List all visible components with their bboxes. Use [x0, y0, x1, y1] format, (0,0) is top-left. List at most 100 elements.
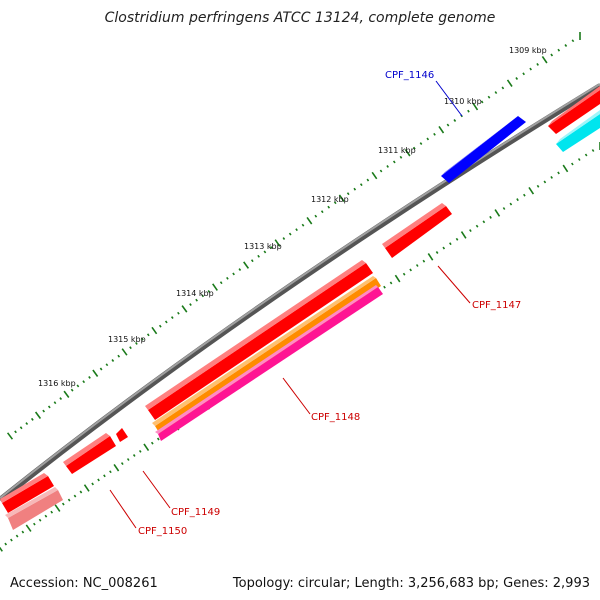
scale-labels: 1309 kbp 1310 kbp 1311 kbp 1312 kbp 1313…: [38, 46, 547, 388]
inner-ring-tick: [103, 474, 106, 478]
gene-right-top-feature[interactable]: [548, 86, 600, 134]
outer-ring-tick: [76, 384, 80, 388]
outer-ring-tick: [359, 183, 363, 187]
outer-ring-tick: [412, 146, 416, 150]
outer-ring-tick: [30, 417, 34, 421]
outer-ring-tick: [243, 261, 250, 269]
outer-ring-tick: [399, 155, 403, 159]
outer-ring-tick: [282, 237, 286, 240]
outer-ring-tick: [219, 281, 223, 285]
inner-ring-tick: [523, 193, 526, 197]
inner-ring-tick: [25, 524, 32, 532]
scale-label-1316: 1316 kbp: [38, 379, 76, 388]
gene-cpf-1146-feature[interactable]: [441, 113, 526, 183]
gene-cpf-1150-feature[interactable]: [0, 473, 54, 513]
inner-ring-tick: [61, 502, 65, 506]
outer-ring-tick: [88, 376, 91, 379]
gene-cpf-1148-feature[interactable]: [145, 260, 373, 420]
inner-ring-tick: [494, 209, 501, 217]
inner-ring-tick: [571, 162, 574, 166]
inner-ring-tick: [389, 281, 393, 285]
inner-ring-tick: [469, 229, 472, 233]
outer-ring-tick: [426, 137, 430, 141]
gene-cpf-1148-magenta-feature[interactable]: [155, 285, 383, 441]
outer-ring-tick: [63, 390, 70, 398]
inner-ring-tick: [79, 490, 83, 494]
outer-ring-tick: [536, 62, 539, 66]
gene-label-cpf-1146[interactable]: CPF_1146: [385, 70, 434, 81]
inner-ring-tick: [109, 470, 112, 474]
inner-ring-tick: [427, 253, 434, 261]
inner-ring-tick: [415, 264, 419, 267]
outer-ring-tick: [366, 178, 370, 182]
gene-label-cpf-1148[interactable]: CPF_1148: [311, 412, 360, 423]
outer-ring-tick: [269, 246, 273, 249]
gene-label-cpf-1147[interactable]: CPF_1147: [472, 300, 521, 311]
outer-ring-tick: [42, 409, 46, 413]
inner-ring-tick: [502, 207, 506, 210]
inner-ring-tick: [422, 259, 426, 263]
gene-cpf-1149-small-feature[interactable]: [116, 428, 128, 442]
gene-cpf-1149-feature[interactable]: [63, 433, 116, 474]
inner-ring-tick: [21, 530, 25, 534]
outer-ring-tick: [177, 311, 180, 315]
outer-ring-tick: [263, 250, 267, 254]
inner-ring-tick: [543, 180, 547, 184]
gene-label-cpf-1149[interactable]: CPF_1149: [171, 507, 220, 518]
inner-ring-tick: [489, 215, 492, 219]
inner-ring-tick: [44, 514, 48, 518]
outer-ring-tick: [53, 401, 57, 405]
gene-cpf-1147-feature[interactable]: [382, 203, 452, 258]
outer-ring-tick: [550, 53, 554, 57]
outer-ring-tick: [379, 169, 383, 173]
inner-ring-tick: [83, 484, 90, 492]
inner-ring-tick: [67, 498, 71, 502]
gene-right-cyan-feature[interactable]: [556, 110, 600, 152]
gene-cpf-1150-pink-feature[interactable]: [5, 487, 63, 530]
inner-ring-tick: [482, 220, 486, 224]
outer-ring-tick: [314, 214, 318, 218]
outer-ring-tick: [129, 346, 132, 350]
inner-ring-tick: [460, 231, 467, 239]
outer-ring-tick: [494, 91, 498, 95]
outer-ring-tick: [419, 142, 423, 145]
inner-ring-tick: [591, 149, 595, 152]
outer-ring-tick: [346, 192, 350, 196]
inner-ring-tick: [557, 171, 560, 175]
outer-ring-tick: [433, 132, 436, 136]
outer-ring-tick: [257, 254, 260, 258]
outer-ring-tick: [501, 86, 505, 90]
inner-ring-tick: [442, 246, 446, 250]
scale-label-1310: 1310 kbp: [444, 97, 482, 106]
inner-ring-tick: [402, 272, 406, 276]
outer-ring-tick: [274, 239, 281, 247]
outer-ring-tick: [306, 216, 313, 225]
outer-ring-tick: [338, 194, 345, 202]
inner-ring-tick: [435, 251, 439, 254]
inner-ring-tick: [15, 534, 19, 538]
outer-ring-tick: [121, 348, 128, 356]
inner-ring-tick: [73, 494, 77, 498]
map-title: Clostridium perfringens ATCC 13124, comp…: [105, 10, 496, 26]
inner-ring-tick: [449, 242, 452, 246]
inner-ring-tick: [113, 463, 120, 472]
topology-text: Topology: circular; Length: 3,256,683 bp…: [232, 576, 590, 591]
outer-ring-tick: [238, 268, 242, 271]
outer-ring-tick: [140, 337, 144, 341]
inner-ring-tick: [33, 522, 36, 526]
inner-ring-tick: [132, 454, 136, 457]
inner-ring-tick: [455, 237, 459, 241]
inner-ring-tick: [150, 441, 154, 445]
outer-ring-tick: [189, 303, 192, 306]
outer-ring-tick: [438, 125, 445, 134]
outer-ring-tick: [250, 259, 254, 263]
scale-label-1309: 1309 kbp: [509, 46, 547, 55]
outer-ring-tick: [6, 432, 14, 440]
inner-ring-tick: [10, 538, 13, 542]
gene-label-cpf-1150[interactable]: CPF_1150: [138, 526, 187, 537]
outer-ring-tick: [327, 205, 331, 209]
outer-ring-tick: [70, 388, 74, 392]
outer-ring-tick: [371, 171, 378, 180]
outer-ring-tick: [288, 232, 292, 236]
outer-ring-tick: [207, 290, 211, 293]
